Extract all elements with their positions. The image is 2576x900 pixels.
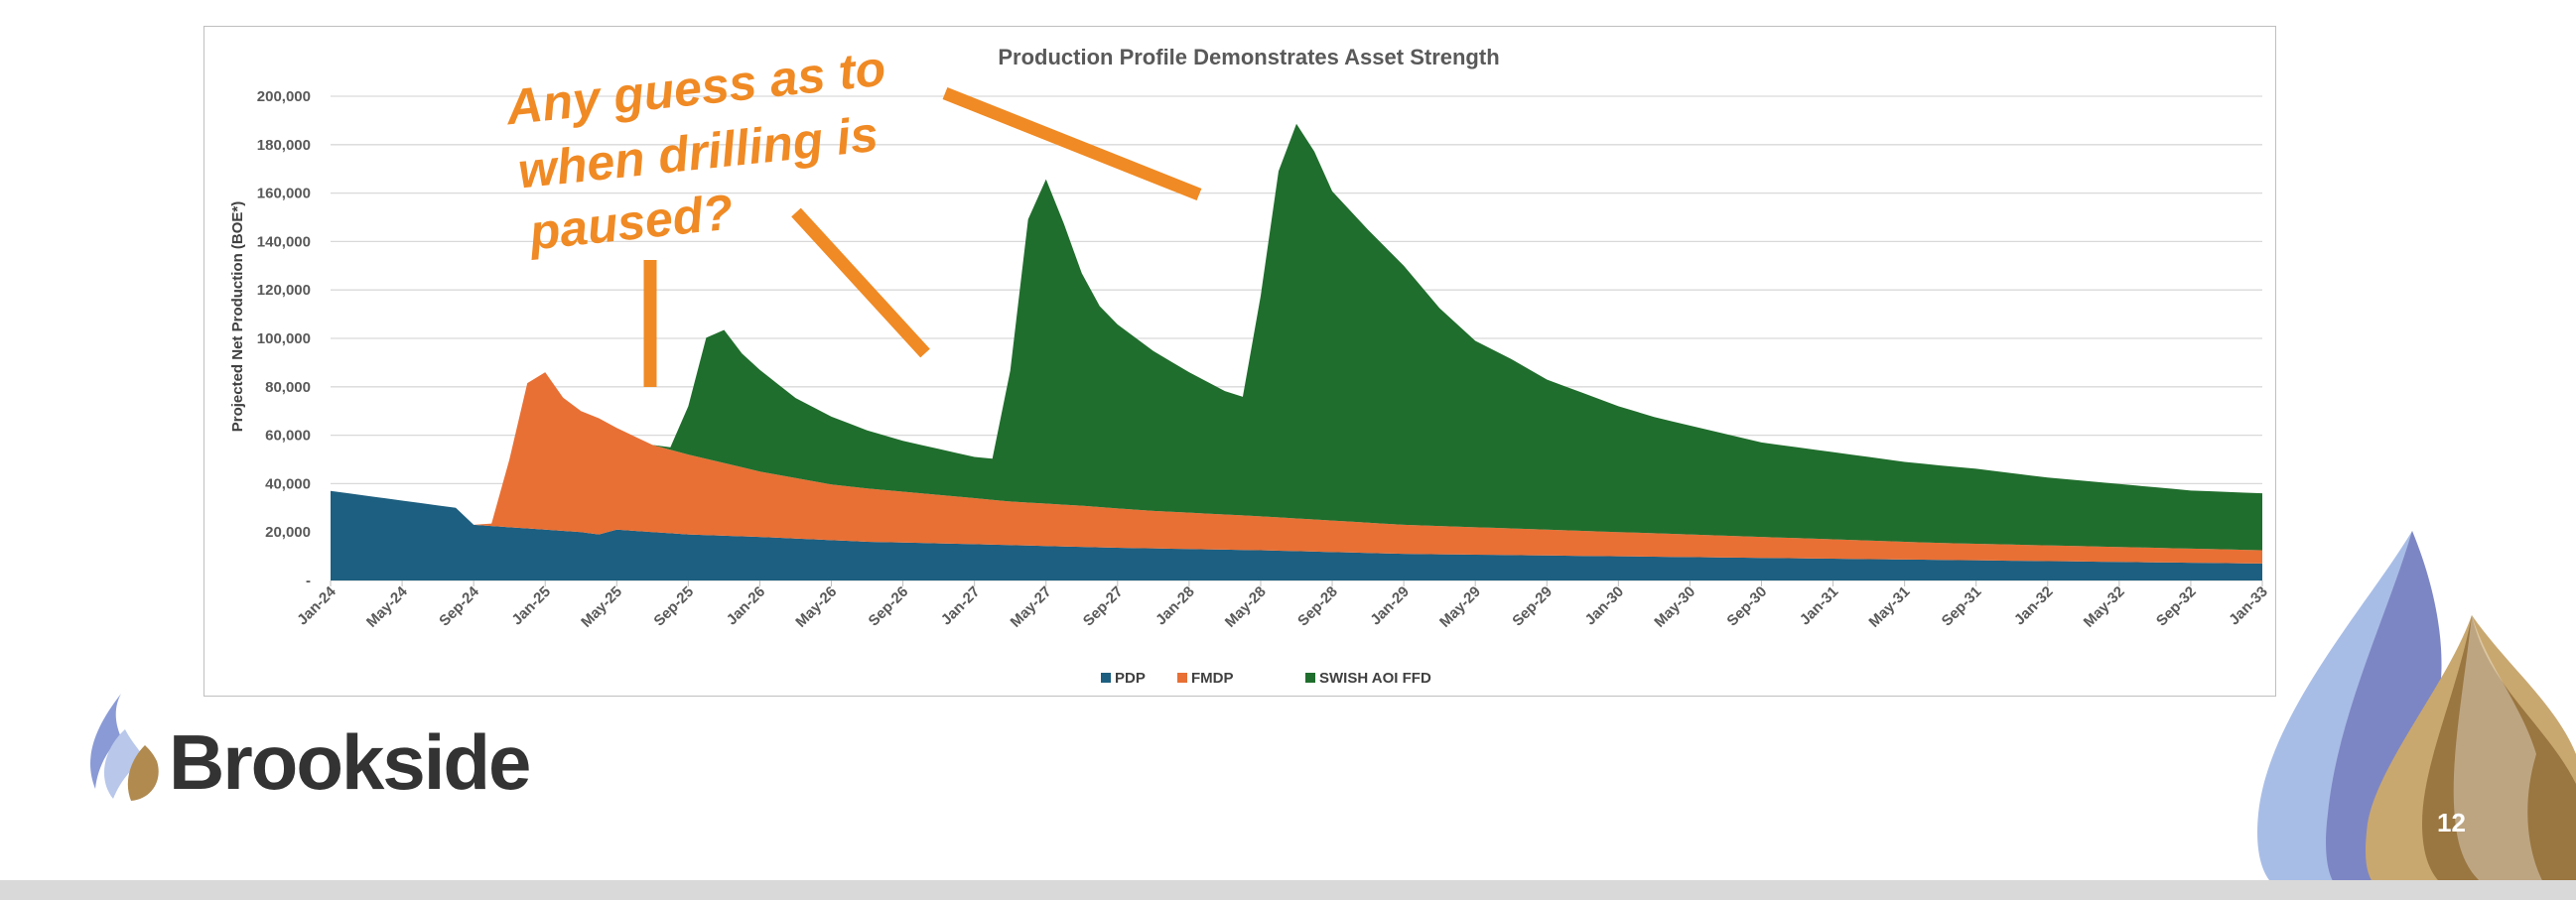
y-tick-label: 160,000 [257, 186, 311, 202]
chart-title: Production Profile Demonstrates Asset St… [998, 45, 1499, 69]
chart-frame: - 20,000 40,000 60,000 80,000 100,000 120,000 1… [203, 26, 2276, 697]
chart-svg: - 20,000 40,000 60,000 80,000 100,000 120,000 1… [229, 45, 2271, 687]
annotation-arrow-3 [942, 86, 1202, 201]
y-tick-label: 200,000 [257, 88, 311, 105]
legend-swatch [1177, 673, 1187, 683]
annotation-arrow-2 [791, 207, 930, 358]
y-tick-label: 180,000 [257, 137, 311, 154]
y-tick-label: 120,000 [257, 282, 311, 299]
y-tick-label: - [306, 573, 311, 589]
page-number: 12 [2437, 808, 2466, 837]
annotation-line-3: paused? [525, 184, 736, 260]
legend-swatch [1101, 673, 1111, 683]
series-area-swish-aoi-ffd [331, 123, 2262, 551]
series-area-fmdp [331, 372, 2262, 564]
legend-swatch [1305, 673, 1315, 683]
legend-label: FMDP [1191, 670, 1234, 687]
y-tick-label: 140,000 [257, 233, 311, 250]
brand-name: Brookside [169, 718, 531, 806]
y-tick-label: 60,000 [265, 428, 311, 445]
y-tick-label: 80,000 [265, 379, 311, 396]
y-axis-label: Projected Net Production (BOE*) [229, 201, 246, 433]
y-tick-label: 40,000 [265, 475, 311, 492]
decorative-flame-icon [2257, 531, 2576, 888]
brand-logo-icon [90, 694, 159, 801]
legend-label: SWISH AOI FFD [1319, 670, 1431, 687]
y-tick-label: 100,000 [257, 330, 311, 347]
footer-bar [0, 880, 2576, 900]
legend-label: PDP [1115, 670, 1146, 687]
y-tick-label: 20,000 [265, 524, 311, 541]
